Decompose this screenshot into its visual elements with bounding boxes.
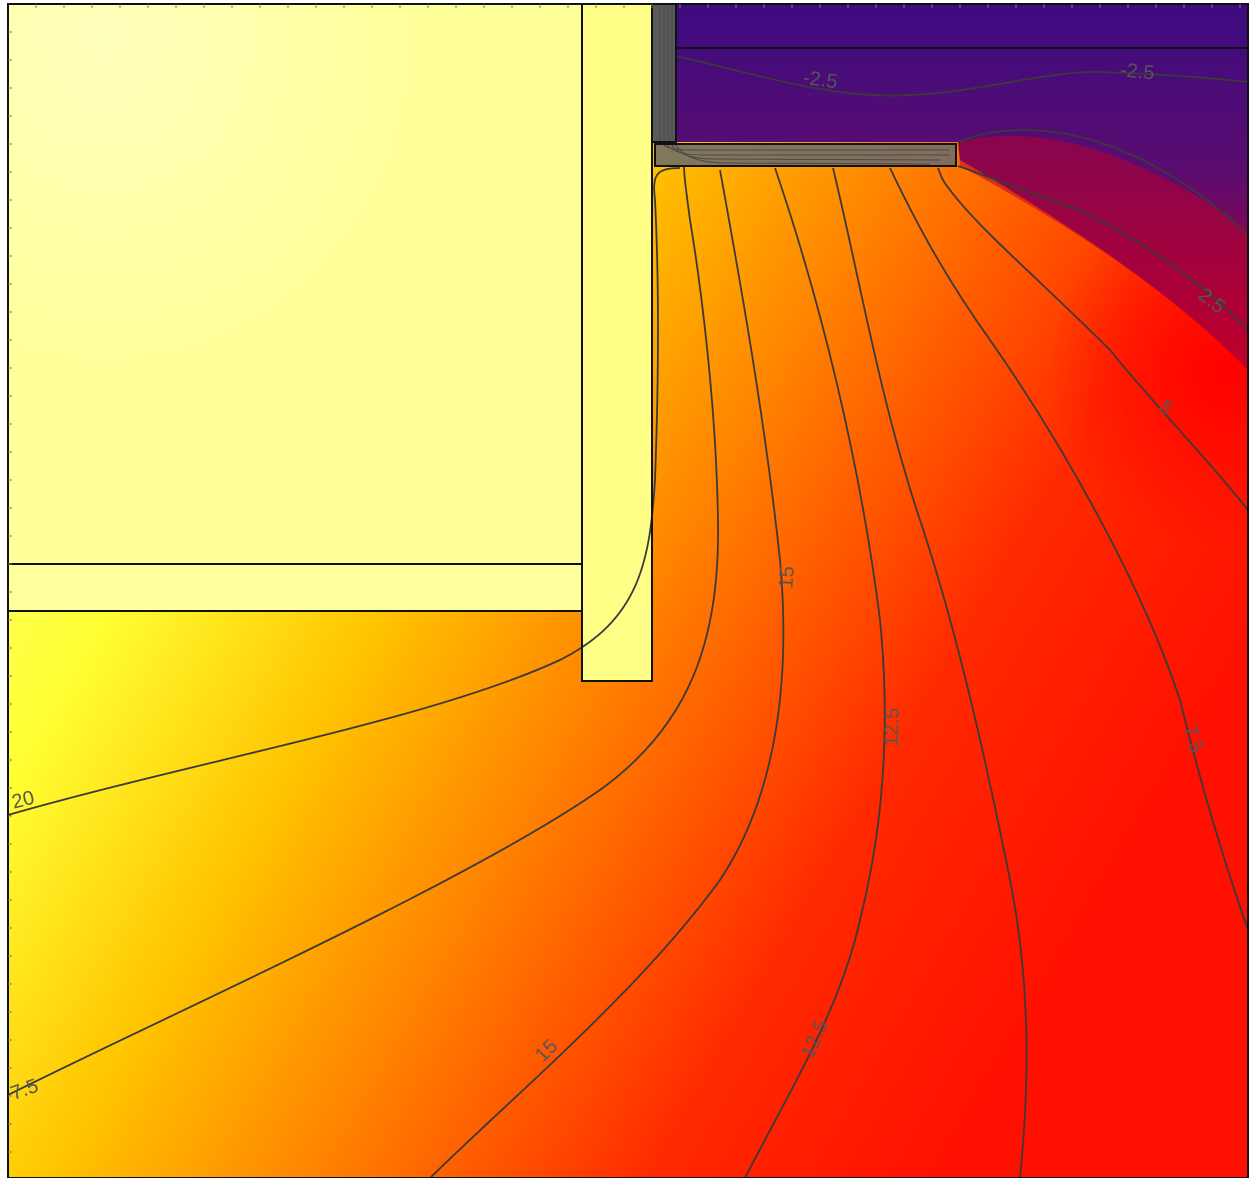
isotherm-10 bbox=[832, 167, 1028, 1178]
isotherm-label-neg25-b: -2.5 bbox=[1119, 59, 1156, 84]
isotherm-2-5 bbox=[957, 165, 1249, 331]
isotherm-7-5 bbox=[889, 167, 1249, 931]
isotherm-neg-2-5 bbox=[675, 55, 1249, 97]
isotherm-label-12-5-upper: 12.5 bbox=[881, 707, 904, 747]
geometry-outlines bbox=[7, 3, 1249, 1178]
isotherm-15 bbox=[429, 169, 785, 1178]
interior-warm-overlay bbox=[8, 4, 652, 681]
exterior-air-region bbox=[676, 4, 1248, 370]
horizontal-insulation-outline bbox=[654, 143, 957, 167]
isotherm-5 bbox=[937, 167, 1249, 511]
isotherm-17-5 bbox=[7, 165, 719, 1096]
isotherm-0-air bbox=[957, 129, 1249, 236]
isotherm-label-15-upper: 15 bbox=[775, 565, 798, 589]
foundation-wall-outline bbox=[581, 3, 653, 682]
exterior-air-transition bbox=[958, 135, 1248, 370]
isotherm-12-5 bbox=[744, 167, 886, 1178]
edge-ticks bbox=[8, 4, 1241, 1153]
isotherm-20 bbox=[7, 167, 681, 816]
isotherm-label-20: 20 bbox=[10, 787, 37, 814]
isotherm-contours bbox=[7, 55, 1249, 1178]
vertical-insulation-outline bbox=[651, 3, 677, 143]
isotherm-label-neg25-a: -2.5 bbox=[802, 67, 839, 94]
insulation-fine-isotherms bbox=[659, 4, 950, 165]
